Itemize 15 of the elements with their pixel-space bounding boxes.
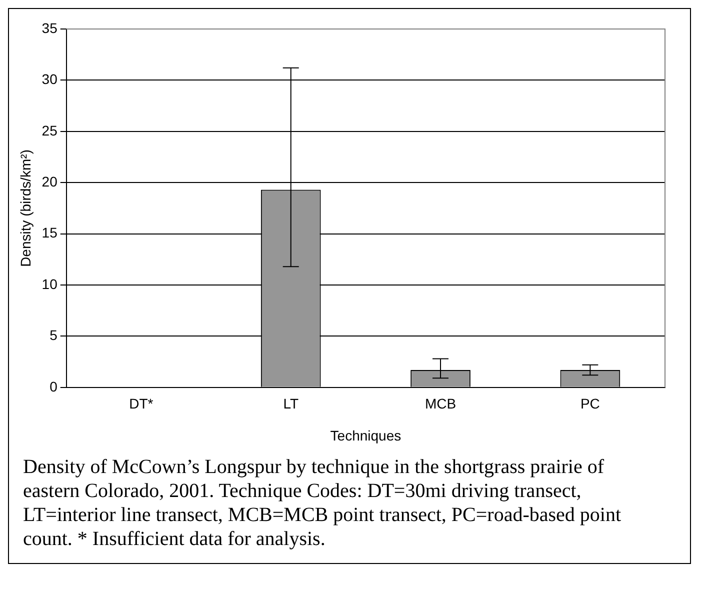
x-tick-label: DT*	[129, 396, 154, 412]
y-tick-label: 35	[42, 20, 58, 36]
x-tick-label: PC	[580, 396, 600, 412]
x-tick-label: LT	[283, 396, 299, 412]
x-axis-title: Techniques	[330, 427, 402, 444]
x-tick-label: MCB	[424, 396, 456, 412]
y-tick-label: 5	[50, 327, 58, 344]
text: Density of McCown’s Longspur by technique in the shortgrass prairie of eastern Colorado, 2001. Technique Codes: DT=30mi driving transect, LT=interior line transect, MCB=MCB point transect, PC=road-based point count. * Insufficient data for analysis.	[22, 455, 622, 552]
y-tick-label: 30	[42, 71, 58, 88]
y-tick-label: 10	[42, 276, 58, 292]
y-tick-label: 20	[42, 173, 58, 190]
y-tick-label: 25	[42, 122, 58, 138]
y-tick-label: 0	[50, 378, 58, 394]
y-tick-label: 15	[42, 224, 58, 241]
y-axis-title: Density (birds/km²)	[17, 149, 34, 267]
